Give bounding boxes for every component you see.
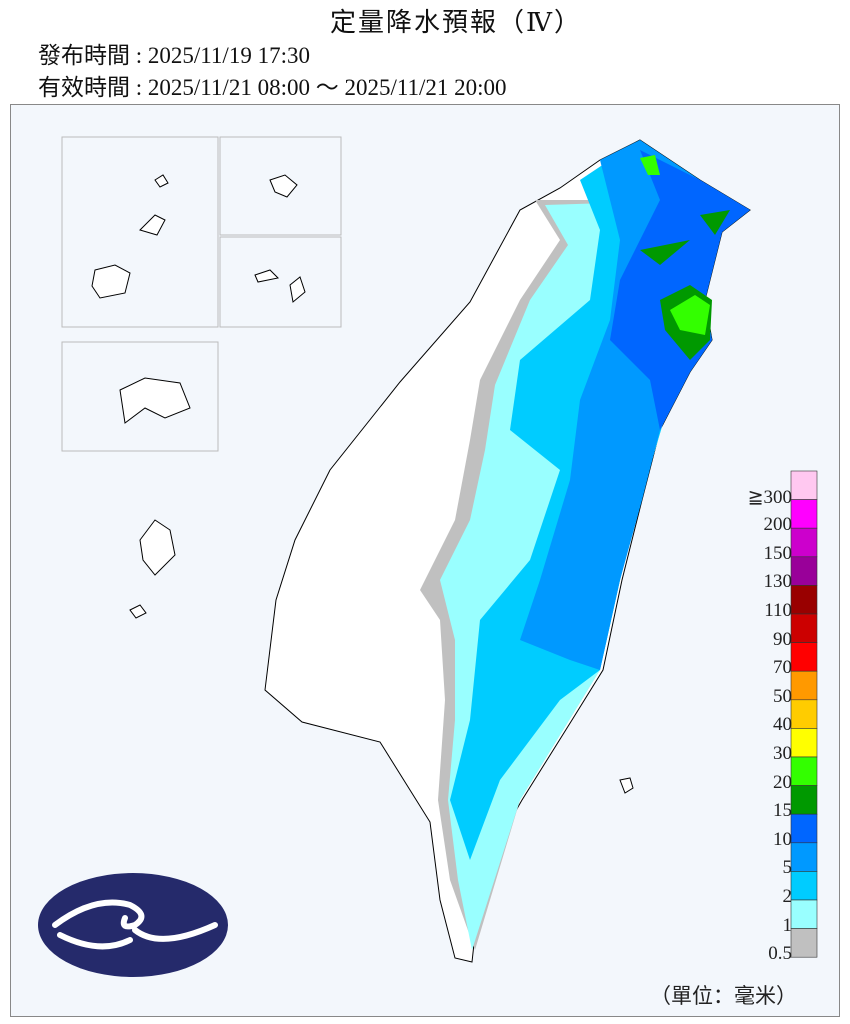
- legend-swatch: [790, 813, 818, 844]
- legend-swatch: [790, 756, 818, 786]
- inset-kinmen-east: [219, 236, 342, 328]
- legend-swatch: [790, 556, 818, 586]
- issue-value: 2025/11/19 17:30: [147, 43, 310, 68]
- legend-swatch: [790, 527, 818, 558]
- legend-swatch: [790, 613, 818, 643]
- legend-bar: [790, 470, 818, 958]
- islands: [91, 174, 634, 794]
- issue-label: 發布時間 :: [38, 43, 148, 68]
- inset-kinmen: [61, 341, 219, 452]
- valid-label: 有效時間 :: [38, 75, 148, 100]
- legend-swatch: [790, 842, 818, 872]
- rain-15-20mm: [640, 210, 730, 360]
- issue-time: 發布時間 : 2025/11/19 17:30: [38, 36, 310, 70]
- legend-swatch: [790, 499, 818, 529]
- legend-swatch: [790, 642, 818, 672]
- inset-boxes: [61, 136, 342, 452]
- legend-swatch: [790, 785, 818, 815]
- legend-swatch: [790, 728, 818, 758]
- valid-value: 2025/11/21 08:00 ～ 2025/11/21 20:00: [147, 75, 507, 100]
- cwa-logo: [38, 873, 228, 977]
- map-title: 定量降水預報（Ⅳ）: [330, 8, 582, 38]
- unit-label: （單位：毫米）: [650, 984, 797, 1008]
- inset-matsu: [61, 136, 219, 328]
- legend-swatch: [790, 871, 818, 901]
- rain-20-30mm: [640, 155, 710, 335]
- legend-swatch: [790, 670, 818, 701]
- inset-wuqiu: [219, 136, 342, 236]
- valid-time: 有效時間 : 2025/11/21 08:00 ～ 2025/11/21 20:…: [38, 68, 507, 102]
- legend-swatch: [790, 928, 818, 958]
- legend-swatch: [790, 699, 818, 729]
- legend-swatch: [790, 899, 818, 929]
- legend-swatch: [790, 585, 818, 615]
- legend-swatch: [790, 470, 818, 500]
